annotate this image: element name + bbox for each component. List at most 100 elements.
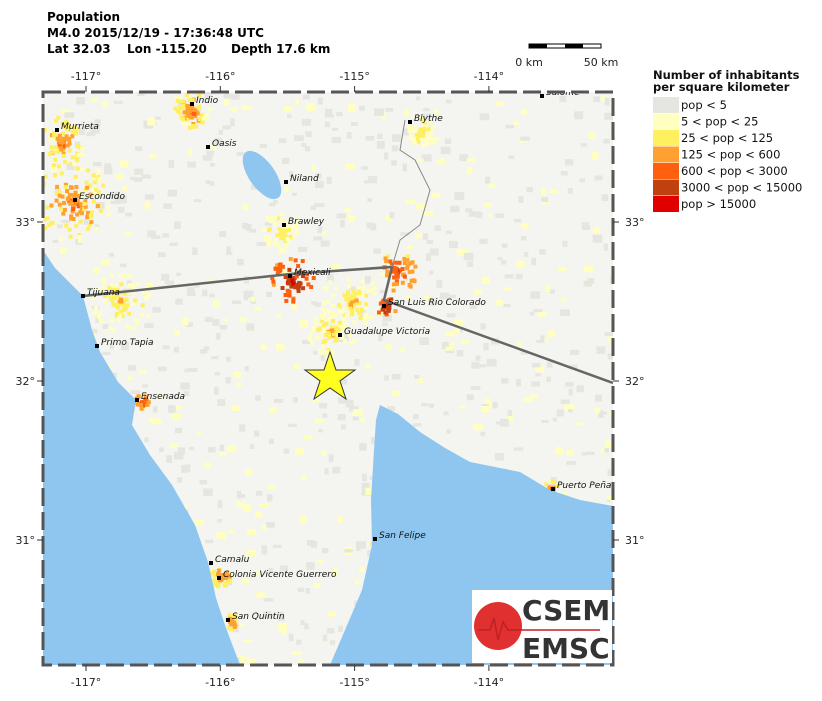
cell [601, 94, 606, 102]
cell [540, 335, 545, 343]
cell [115, 287, 120, 292]
cell [467, 261, 474, 267]
cell [478, 364, 486, 368]
legend-label: pop > 15000 [681, 197, 756, 211]
cell [426, 126, 431, 131]
cell [560, 298, 567, 302]
cell [199, 479, 208, 485]
city-marker [81, 294, 85, 298]
cell [315, 180, 324, 189]
cell [564, 159, 574, 166]
cell [174, 427, 183, 434]
cell [296, 639, 302, 645]
cell [431, 192, 441, 199]
lat-tick-label: 33° [16, 216, 36, 229]
cell [445, 346, 454, 351]
cell [270, 276, 275, 281]
cell [481, 405, 490, 413]
cell [177, 447, 186, 455]
cell [116, 303, 121, 308]
cell [83, 204, 88, 209]
header-event: M4.0 2015/12/19 - 17:36:48 UTC [47, 26, 264, 40]
cell [57, 193, 62, 198]
cell [281, 270, 290, 276]
cell [383, 256, 388, 261]
cell [184, 92, 189, 97]
cell [288, 633, 294, 642]
cell [193, 108, 198, 113]
cell [222, 583, 227, 588]
cell [272, 221, 277, 226]
cell [141, 403, 146, 408]
cell [59, 171, 64, 176]
cell [109, 318, 114, 323]
cell [96, 168, 101, 176]
cell [341, 424, 346, 430]
cell [32, 204, 36, 208]
cell [192, 111, 197, 116]
cell [521, 223, 529, 229]
cell [453, 328, 460, 333]
cell [97, 177, 102, 182]
cell [223, 575, 228, 580]
cell [93, 266, 100, 274]
cell [486, 358, 497, 367]
cell [209, 181, 215, 186]
cell [608, 336, 613, 343]
cell [349, 296, 354, 301]
cell [447, 294, 456, 299]
cell [354, 580, 360, 585]
cell [501, 378, 509, 384]
cell [53, 157, 58, 162]
cell [473, 289, 482, 295]
cell [47, 222, 52, 227]
cell [79, 211, 84, 216]
cell [62, 124, 67, 129]
cell [337, 302, 342, 307]
cell [58, 236, 63, 241]
cell [264, 222, 273, 226]
cell [410, 260, 415, 265]
cell [345, 163, 356, 170]
cell [185, 322, 193, 328]
cell [174, 451, 184, 460]
cell [217, 518, 223, 523]
cell [240, 623, 245, 627]
cell [351, 289, 356, 294]
cell [189, 446, 195, 451]
cell [208, 107, 213, 112]
cell [194, 519, 204, 526]
cell [233, 371, 242, 378]
cell [392, 275, 397, 280]
cell [338, 515, 343, 523]
cell [70, 129, 75, 134]
cell [368, 287, 373, 292]
cell [75, 198, 80, 203]
cell [286, 279, 291, 284]
cell [499, 418, 509, 427]
cell [54, 134, 59, 139]
cell [576, 385, 584, 393]
cell [520, 136, 530, 141]
cell [331, 264, 340, 269]
cell [74, 127, 79, 132]
cell [264, 235, 271, 243]
cell [340, 309, 345, 314]
cell [66, 163, 75, 170]
cell [98, 208, 103, 213]
legend-swatch [653, 97, 679, 113]
cell [102, 277, 107, 282]
cell [206, 150, 214, 156]
cell [321, 307, 326, 312]
cell [219, 452, 227, 456]
cell [176, 477, 182, 483]
cell [284, 186, 290, 193]
cell [592, 234, 603, 243]
cell [402, 272, 407, 277]
cell [449, 241, 458, 249]
cell [353, 291, 358, 296]
cell [598, 410, 604, 418]
cell [60, 109, 71, 114]
cell [450, 205, 460, 213]
cell [94, 187, 99, 192]
